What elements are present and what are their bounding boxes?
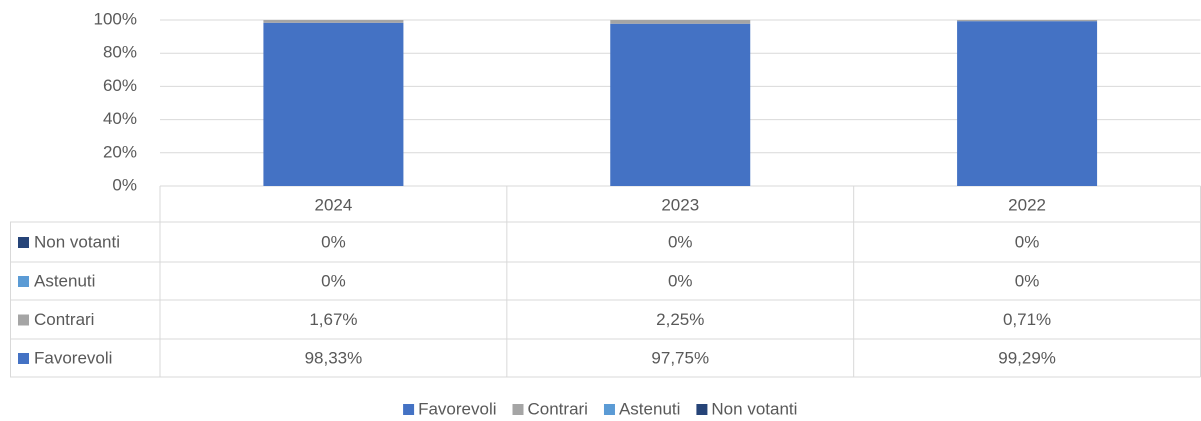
table-legend-key — [18, 276, 29, 287]
bar-segment — [957, 20, 1098, 22]
y-tick-label: 100% — [94, 9, 137, 28]
table-legend-key — [18, 237, 29, 248]
legend-label: Favorevoli — [418, 399, 496, 418]
bar-segment — [957, 21, 1098, 186]
table-legend-key — [18, 353, 29, 364]
table-cell: 0% — [321, 232, 346, 251]
y-tick-label: 20% — [103, 142, 137, 161]
legend-label: Non votanti — [711, 399, 797, 418]
table-cell: 0% — [1015, 271, 1040, 290]
y-tick-label: 60% — [103, 76, 137, 95]
table-cell: 0% — [1015, 232, 1040, 251]
table-cell: 0% — [668, 232, 693, 251]
table-cell: 0,71% — [1003, 310, 1051, 329]
table-row-label: Favorevoli — [34, 348, 112, 367]
y-tick-label: 40% — [103, 109, 137, 128]
legend-key — [603, 404, 615, 415]
table-cell: 97,75% — [651, 348, 709, 367]
table-row-label: Contrari — [34, 310, 94, 329]
legend-label: Contrari — [528, 399, 588, 418]
table-cell: 98,33% — [305, 348, 363, 367]
table-row-label: Non votanti — [34, 232, 120, 251]
legend-key — [696, 404, 708, 415]
bar-segment — [610, 20, 751, 24]
table-cell: 2,25% — [656, 310, 704, 329]
table-cell: 0% — [668, 271, 693, 290]
x-tick-label: 2024 — [315, 195, 353, 214]
bar-segment — [263, 20, 404, 23]
table-cell: 99,29% — [998, 348, 1056, 367]
table-cell: 0% — [321, 271, 346, 290]
bar-segment — [263, 22, 404, 186]
x-tick-label: 2022 — [1008, 195, 1046, 214]
table-legend-key — [18, 314, 29, 326]
legend-label: Astenuti — [619, 399, 680, 418]
table-cell: 1,67% — [309, 310, 357, 329]
bar-segment — [610, 23, 751, 186]
legend-key — [512, 404, 524, 415]
x-tick-label: 2023 — [661, 195, 699, 214]
y-tick-label: 80% — [103, 43, 137, 62]
legend-key — [403, 404, 415, 415]
table-row-label: Astenuti — [34, 271, 95, 290]
y-tick-label: 0% — [112, 175, 137, 194]
